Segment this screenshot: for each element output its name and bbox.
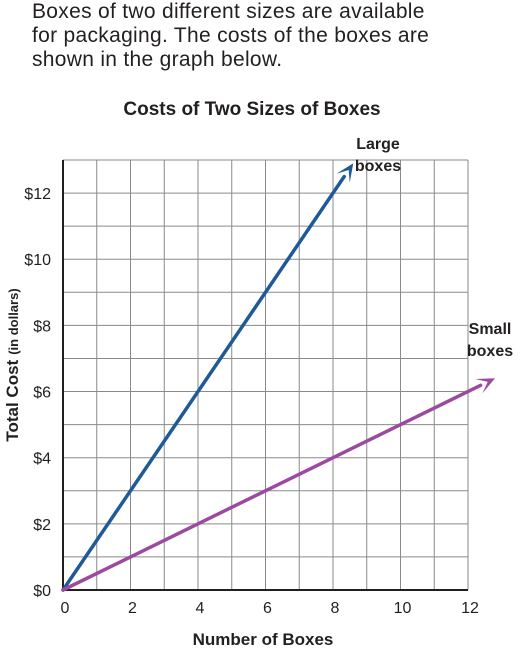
series-line [61,383,483,592]
series-line [61,174,347,592]
x-tick-label: 2 [128,600,137,617]
x-tick-label: 6 [263,600,272,617]
intro-line: for packaging. The costs of the boxes ar… [32,24,430,47]
problem-intro: Boxes of two different sizes are availab… [32,0,512,72]
y-tick-label: $6 [33,385,51,402]
series-arrowhead [475,378,495,394]
x-tick-label: 0 [61,600,70,617]
x-tick-label: 4 [196,600,205,617]
y-axis-label-main: Total Cost [3,359,22,441]
y-tick-label: $10 [24,252,51,269]
series-group: Large boxes Small boxes [61,136,513,592]
grid [62,159,469,591]
y-tick-label: $4 [33,451,51,468]
tick-labels: 0 2 4 6 8 10 12 $0 $2 $4 $6 $8 $10 $12 [24,186,479,617]
y-tick-label: $2 [33,517,51,534]
chart-title: Costs of Two Sizes of Boxes [123,99,380,120]
x-axis-label: Number of Boxes [193,630,334,649]
y-axis-label-group: Total Cost (in dollars) [3,288,22,441]
intro-line: shown in the graph below. [32,48,283,71]
series-label: Small [469,321,512,338]
y-tick-label: $12 [24,186,51,203]
y-axis-label-unit: (in dollars) [6,288,21,354]
y-tick-label: $0 [33,583,51,600]
x-tick-label: 12 [461,600,479,617]
series-arrowhead [336,163,354,183]
y-axis-label: Total Cost (in dollars) [3,288,22,441]
series-label: boxes [355,158,401,175]
series-label: boxes [467,343,513,360]
y-tick-label: $8 [33,318,51,335]
axes [62,160,468,591]
intro-line: Boxes of two different sizes are availab… [32,0,425,23]
x-tick-label: 8 [331,600,340,617]
x-tick-label: 10 [394,600,412,617]
series-label: Large [356,136,400,153]
